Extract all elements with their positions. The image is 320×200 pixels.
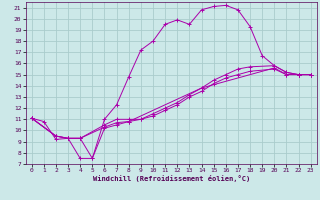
X-axis label: Windchill (Refroidissement éolien,°C): Windchill (Refroidissement éolien,°C) <box>92 175 250 182</box>
